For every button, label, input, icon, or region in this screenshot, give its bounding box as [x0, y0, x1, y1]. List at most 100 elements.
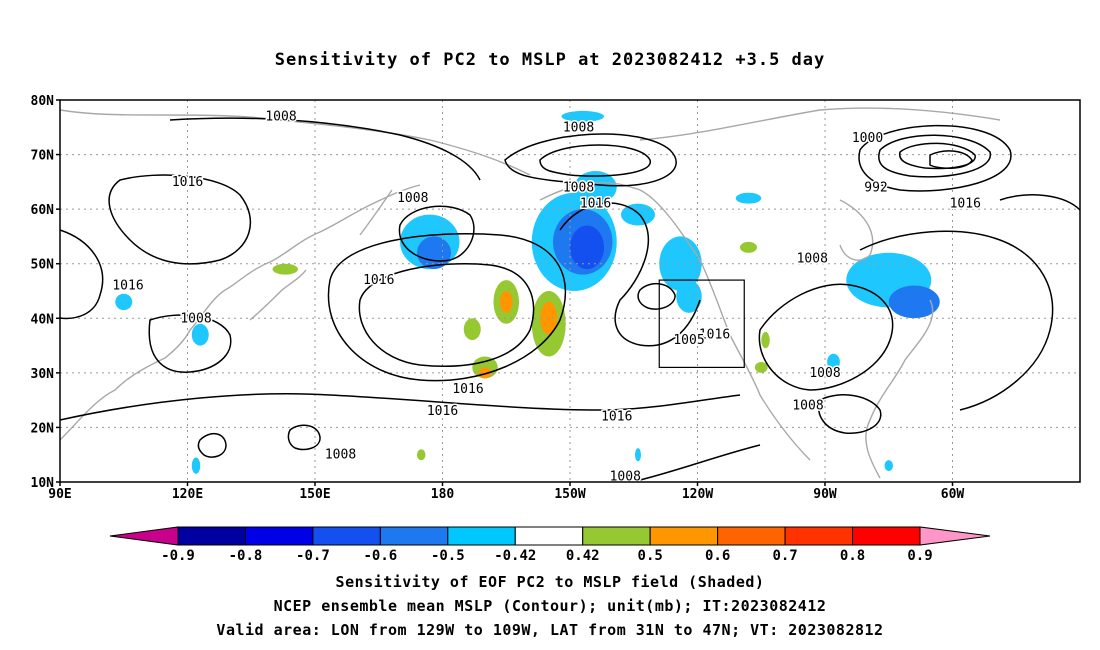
contour-1016-pacific-high — [327, 233, 567, 382]
contour-1008-kam — [169, 117, 481, 181]
lon-tick-label: 180 — [431, 487, 455, 502]
contour-label: 1008 — [797, 251, 828, 266]
lon-tick-label: 120E — [172, 487, 203, 502]
contour-small-trop-2 — [287, 424, 321, 451]
colorbar-label: -0.5 — [431, 548, 465, 564]
lat-tick-label: 10N — [31, 476, 55, 491]
colorbar-swatch — [244, 526, 314, 546]
shade-blob — [191, 457, 201, 474]
contour-label: 1008 — [563, 120, 594, 135]
coast-arctic-na — [639, 107, 1001, 141]
shade-blob — [463, 318, 481, 341]
shade-blob — [740, 241, 757, 253]
coast-siberia — [59, 109, 531, 176]
contour-low-atlantic-2 — [878, 134, 991, 178]
shade-blob — [499, 291, 513, 313]
contour-1008-east — [639, 444, 761, 481]
contour-label: 1008 — [792, 399, 823, 414]
valid-area-rect — [658, 279, 745, 369]
contour-low-atlantic-3 — [898, 142, 976, 170]
coast-alaska — [539, 181, 701, 261]
caption-line-1: Sensitivity of EOF PC2 to MSLP field (Sh… — [335, 573, 765, 591]
gridlines — [60, 100, 1080, 482]
contour-label: 1016 — [699, 328, 730, 343]
colorbar-label: 0.8 — [840, 548, 865, 564]
contour-1008-gulf — [818, 394, 882, 434]
colorbar-label: 0.9 — [907, 548, 932, 564]
caption-line-3: Valid area: LON from 129W to 109W, LAT f… — [216, 621, 884, 639]
colorbar-swatch — [784, 526, 854, 546]
colorbar-high-arrow — [919, 526, 991, 546]
contour-label: 1016 — [950, 197, 981, 212]
shade-blob — [754, 361, 768, 373]
colorbar-swatch — [582, 526, 651, 546]
coast-hudson — [839, 199, 874, 261]
shade-blob — [676, 280, 702, 313]
contour-label: 1016 — [601, 410, 632, 425]
lon-tick-label: 120W — [682, 487, 713, 502]
contour-low-atlantic-1 — [858, 124, 1012, 192]
colorbar-swatch — [649, 526, 719, 546]
shade-blob — [540, 301, 558, 335]
caption-line-2: NCEP ensemble mean MSLP (Contour); unit(… — [273, 597, 827, 615]
contour-label: 1008 — [325, 448, 356, 463]
shade-blob — [888, 285, 940, 319]
contour-hi-small — [637, 283, 676, 310]
lon-tick-label: 90E — [48, 487, 71, 502]
coast-east-asia — [59, 184, 421, 441]
contour-label: 1016 — [363, 273, 394, 288]
colorbar-label: -0.7 — [296, 548, 330, 564]
contour-label: 1008 — [180, 311, 211, 326]
contour-1008-china — [148, 314, 232, 373]
contour-label: 1008 — [397, 191, 428, 206]
lat-tick-label: 40N — [31, 312, 55, 327]
mslp-contours — [59, 117, 1081, 481]
coast-west-na — [699, 259, 811, 461]
colorbar-label: 0.42 — [566, 548, 600, 564]
colorbar-label: -0.42 — [494, 548, 536, 564]
colorbar-swatch — [177, 526, 246, 546]
lat-tick-label: 60N — [31, 203, 55, 218]
contour-1016-inner — [358, 263, 535, 367]
coast-east-na — [865, 299, 934, 479]
contour-992 — [929, 150, 973, 170]
contour-label: 1005 — [673, 333, 704, 348]
colorbar-swatch — [514, 526, 584, 546]
contour-label: 1008 — [265, 109, 296, 124]
contour-label: 1016 — [112, 279, 143, 294]
contour-label: 1016 — [580, 197, 611, 212]
colorbar-low-arrow — [109, 526, 179, 546]
shade-blob — [761, 331, 770, 349]
colorbar-label: -0.8 — [229, 548, 263, 564]
contour-1016-atl — [859, 230, 1054, 411]
shade-blob — [115, 293, 133, 311]
contour-small-trop — [197, 433, 227, 458]
contour-1016-asia — [108, 174, 251, 265]
colorbar-swatch — [717, 526, 786, 546]
colorbar-swatch — [852, 526, 921, 546]
shade-blob — [570, 225, 604, 270]
shade-blob — [417, 449, 426, 461]
contour-label: 992 — [864, 180, 887, 195]
shade-blob — [272, 263, 298, 275]
lon-tick-label: 90W — [813, 487, 837, 502]
lon-tick-label: 60W — [941, 487, 965, 502]
shade-blob — [735, 192, 762, 204]
lat-tick-label: 80N — [31, 94, 55, 109]
contour-1016-west — [59, 229, 104, 320]
contour-label: 1008 — [563, 180, 594, 195]
colorbar-label: 0.5 — [638, 548, 663, 564]
colorbar-label: -0.6 — [364, 548, 398, 564]
shade-blob — [191, 323, 209, 346]
colorbar-swatch — [312, 526, 381, 546]
colorbar: -0.9 -0.8 -0.7 -0.6 -0.5 -0.42 0.42 0.5 0.6 0.7 0.… — [109, 526, 991, 564]
contour-label: 1000 — [852, 131, 883, 146]
contour-low-pacific — [504, 133, 677, 187]
shade-blob — [561, 110, 604, 122]
lat-tick-label: 50N — [31, 258, 55, 273]
contour-label: 1016 — [427, 404, 458, 419]
contour-1008-nwpac — [398, 205, 475, 262]
coast-japan — [249, 269, 307, 321]
